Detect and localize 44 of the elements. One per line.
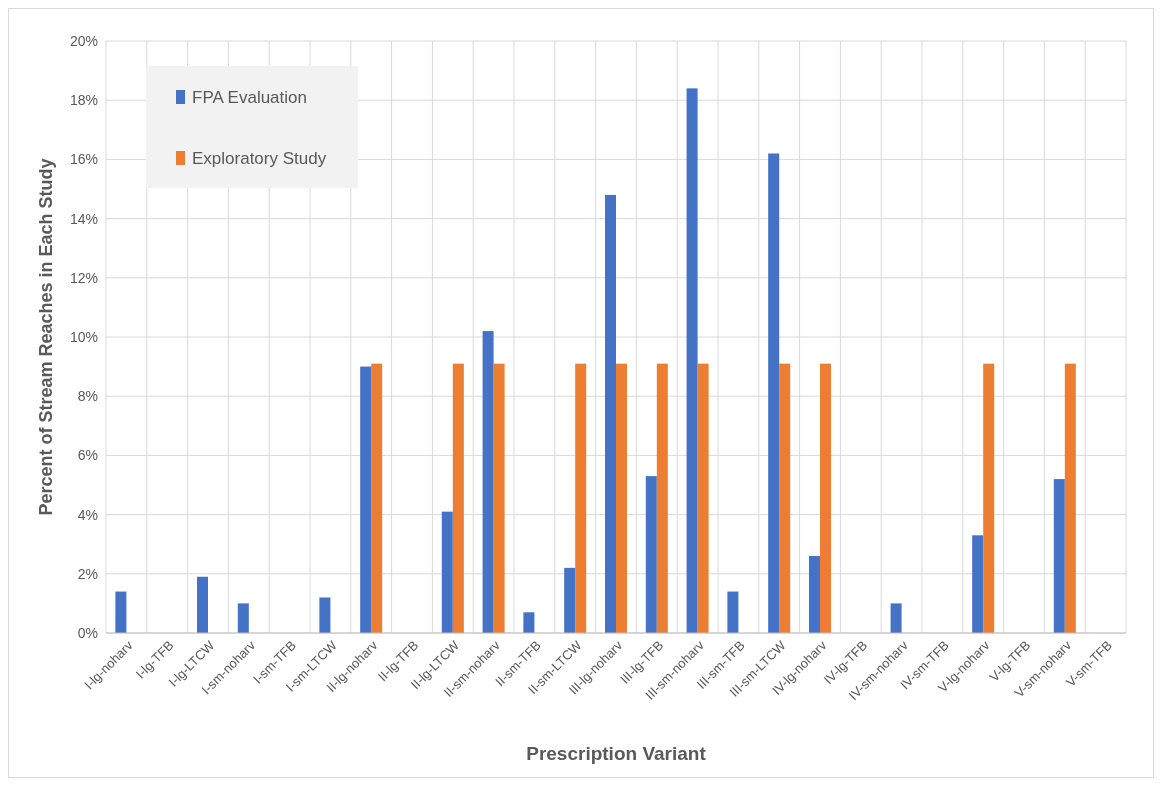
bar	[575, 363, 587, 633]
bar	[441, 511, 453, 633]
bar	[482, 331, 494, 633]
y-tick-label: 6%	[77, 447, 98, 464]
y-tick-label: 16%	[69, 151, 98, 168]
bar	[768, 153, 780, 633]
y-tick-label: 2%	[77, 565, 98, 582]
bar	[686, 88, 698, 633]
bar	[983, 363, 995, 633]
bar	[1053, 479, 1065, 633]
bar	[697, 363, 709, 633]
bar	[196, 576, 208, 633]
y-tick-label: 0%	[77, 624, 98, 641]
bar	[564, 567, 576, 633]
bar	[371, 363, 383, 633]
bar	[452, 363, 464, 633]
bar	[645, 476, 657, 633]
y-axis-title: Percent of Stream Reaches in Each Study	[36, 158, 56, 516]
bar	[523, 612, 535, 633]
legend-label: FPA Evaluation	[192, 87, 307, 107]
bar	[820, 363, 832, 633]
legend-label: Exploratory Study	[192, 148, 327, 168]
bar	[616, 363, 628, 633]
bar	[237, 603, 249, 633]
y-tick-label: 14%	[69, 210, 98, 227]
bar	[1064, 363, 1076, 633]
bar	[779, 363, 791, 633]
y-tick-label: 10%	[69, 328, 98, 345]
x-axis-title: Prescription Variant	[526, 743, 707, 764]
bar	[360, 366, 372, 633]
y-tick-label: 18%	[69, 92, 98, 109]
bar	[727, 591, 739, 633]
bar	[656, 363, 668, 633]
bar	[972, 535, 984, 633]
bar	[604, 194, 616, 633]
y-tick-label: 12%	[69, 269, 98, 286]
y-tick-label: 4%	[77, 506, 98, 523]
bar	[319, 597, 331, 633]
bar	[115, 591, 127, 633]
y-tick-label: 8%	[77, 388, 98, 405]
bar	[890, 603, 902, 633]
bar	[493, 363, 505, 633]
y-tick-label: 20%	[69, 32, 98, 49]
bar	[808, 556, 820, 633]
